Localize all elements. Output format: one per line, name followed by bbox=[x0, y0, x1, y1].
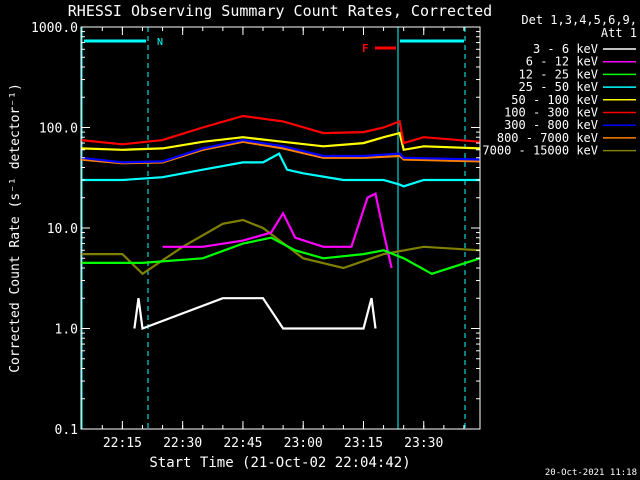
legend-label: 50 - 100 keV bbox=[511, 93, 598, 107]
series-line-2 bbox=[81, 236, 481, 275]
annotation-f: F bbox=[362, 42, 369, 55]
legend-label: 25 - 50 keV bbox=[519, 80, 598, 94]
y-tick-label: 0.1 bbox=[55, 423, 78, 438]
legend-label: 7000 - 15000 keV bbox=[482, 144, 598, 158]
x-tick-label: 23:15 bbox=[344, 436, 383, 451]
y-axis-label: Corrected Count Rate (s⁻¹ detector⁻¹) bbox=[8, 83, 23, 373]
series-line-5 bbox=[80, 114, 481, 146]
legend-header-line-2: Att 1 bbox=[601, 26, 637, 40]
series-line-0 bbox=[133, 297, 377, 331]
x-tick-label: 23:30 bbox=[404, 436, 443, 451]
y-tick-label: 1000.0 bbox=[31, 21, 78, 36]
x-tick-label: 22:15 bbox=[103, 436, 142, 451]
series-line-6 bbox=[80, 138, 481, 164]
legend-label: 6 - 12 keV bbox=[526, 55, 598, 69]
y-tick-label: 100.0 bbox=[39, 122, 78, 137]
y-tick-label: 10.0 bbox=[47, 222, 78, 237]
chart-title: RHESSI Observing Summary Count Rates, Co… bbox=[68, 2, 492, 20]
legend-header-line-1: Det 1,3,4,5,6,9, bbox=[521, 13, 637, 27]
legend-label: 100 - 300 keV bbox=[504, 106, 598, 120]
y-tick-label: 1.0 bbox=[55, 323, 78, 338]
legend-label: 12 - 25 keV bbox=[519, 67, 598, 81]
x-axis-label: Start Time (21-Oct-02 22:04:42) bbox=[149, 455, 410, 471]
series-line-4 bbox=[80, 131, 481, 152]
x-tick-label: 22:30 bbox=[163, 436, 202, 451]
timestamp: 20-Oct-2021 11:18 bbox=[545, 468, 637, 478]
series-line-1 bbox=[162, 191, 393, 269]
plot-frame bbox=[80, 26, 481, 430]
axis-layer: 0.1 1.0 10.0 100.0 1000.0 22:15 22:30 22:45 23:0… bbox=[31, 21, 480, 451]
legend-label: 300 - 800 keV bbox=[504, 118, 598, 132]
annotation-n: N bbox=[157, 37, 163, 48]
plot-layer bbox=[80, 27, 481, 429]
legend-label: 800 - 7000 keV bbox=[497, 131, 598, 145]
x-tick-label: 23:00 bbox=[284, 436, 323, 451]
series-line-3 bbox=[81, 152, 480, 188]
x-tick-label: 22:45 bbox=[223, 436, 262, 451]
series-line-8 bbox=[81, 218, 481, 276]
legend-label: 3 - 6 keV bbox=[533, 42, 598, 56]
